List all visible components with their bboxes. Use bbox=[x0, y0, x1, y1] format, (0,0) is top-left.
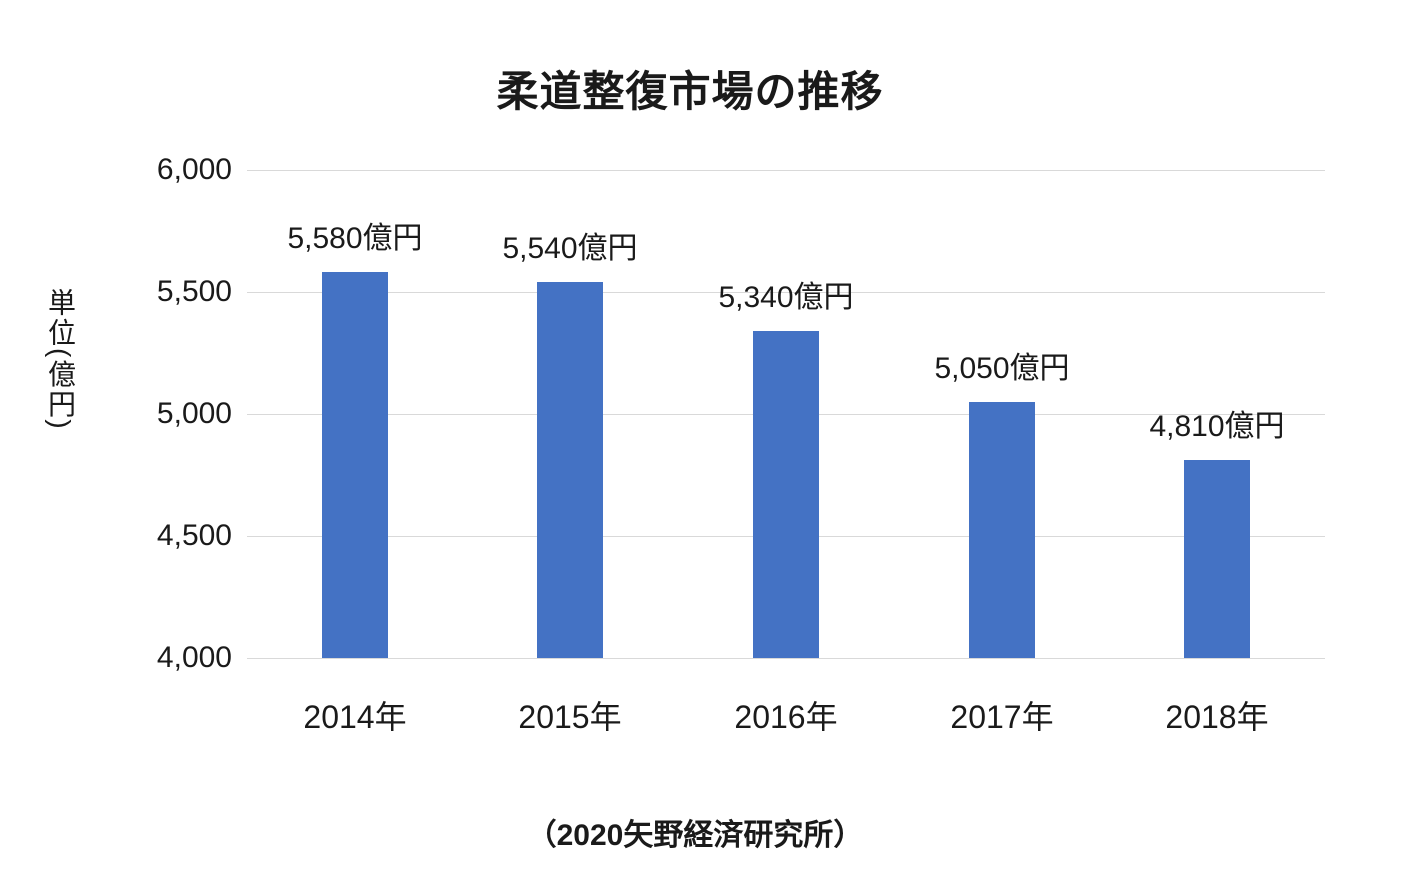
x-axis-category-label: 2015年 bbox=[518, 699, 622, 735]
y-axis-tick-label: 4,500 bbox=[156, 519, 232, 552]
y-axis-tick-label: 6,000 bbox=[156, 153, 232, 186]
x-axis-category-label: 2017年 bbox=[950, 699, 1054, 735]
bar-value-label: 5,580億円 bbox=[287, 222, 423, 255]
x-axis-category-label: 2016年 bbox=[734, 699, 838, 735]
bar-value-label: 5,540億円 bbox=[502, 232, 638, 265]
bar-value-label: 5,340億円 bbox=[718, 281, 854, 314]
bar-2018年 bbox=[1184, 460, 1250, 658]
source-note: （2020矢野経済研究所） bbox=[526, 819, 864, 852]
bar-value-label: 4,810億円 bbox=[1149, 410, 1285, 443]
y-axis-tick-label: 4,000 bbox=[156, 641, 232, 674]
gridline bbox=[247, 170, 1325, 171]
chart-title: 柔道整復市場の推移 bbox=[496, 68, 884, 115]
x-axis-category-label: 2018年 bbox=[1165, 699, 1269, 735]
y-axis-tick-label: 5,500 bbox=[156, 275, 232, 308]
plot-area bbox=[247, 170, 1325, 659]
bar-2017年 bbox=[969, 402, 1035, 658]
y-axis-tick-label: 5,000 bbox=[156, 397, 232, 430]
bar-value-label: 5,050億円 bbox=[934, 352, 1070, 385]
bar-2014年 bbox=[322, 272, 388, 658]
bar-2015年 bbox=[537, 282, 603, 658]
x-axis-category-label: 2014年 bbox=[303, 699, 407, 735]
x-axis-line bbox=[247, 658, 1325, 659]
gridline bbox=[247, 292, 1325, 293]
bar-2016年 bbox=[753, 331, 819, 658]
y-axis-title: 単位(億円) bbox=[45, 288, 76, 431]
